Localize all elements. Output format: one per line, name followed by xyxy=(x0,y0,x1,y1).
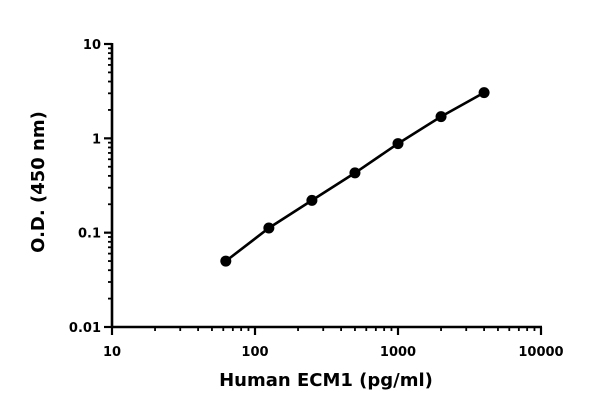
x-axis-label: Human ECM1 (pg/ml) xyxy=(219,370,433,391)
data-point xyxy=(349,167,361,179)
y-tick-label: 10 xyxy=(83,38,101,53)
data-point xyxy=(392,138,404,150)
x-axis: 10 100 1000 10000 xyxy=(103,325,564,360)
series-layer xyxy=(220,87,490,267)
x-tick-label: 100 xyxy=(241,345,268,360)
y-axis-label: O.D. (450 nm) xyxy=(28,111,49,253)
data-point xyxy=(263,222,275,234)
x-tick-label: 1000 xyxy=(380,345,416,360)
x-tick-label: 10000 xyxy=(518,345,563,360)
y-axis: 0.01 0.1 1 10 xyxy=(69,38,114,336)
x-tick-label: 10 xyxy=(103,345,121,360)
data-point xyxy=(478,87,490,99)
y-tick-label: 1 xyxy=(92,132,101,147)
y-tick-label: 0.01 xyxy=(69,321,101,336)
data-point xyxy=(220,255,232,267)
data-point xyxy=(306,194,318,206)
data-point xyxy=(435,111,447,123)
y-tick-label: 0.1 xyxy=(78,227,101,242)
